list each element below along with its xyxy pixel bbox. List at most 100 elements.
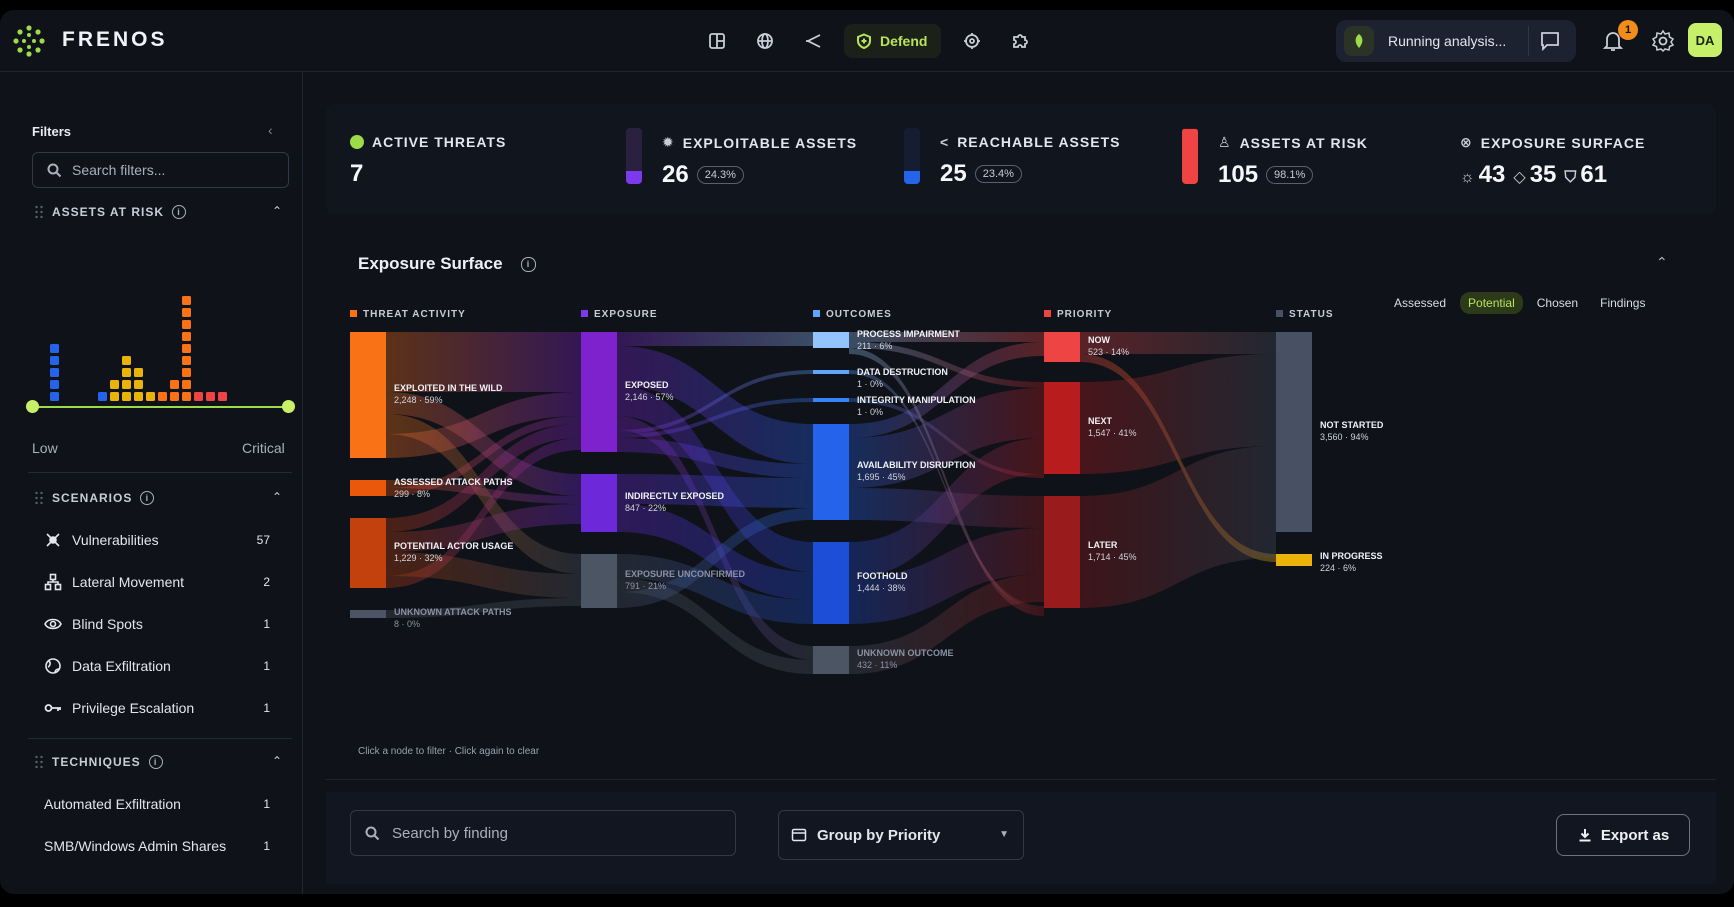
technique-smb-admin-shares[interactable]: SMB/Windows Admin Shares 1 xyxy=(44,834,280,858)
sankey-node[interactable] xyxy=(350,518,386,588)
risk-slider-high-handle[interactable] xyxy=(282,400,295,413)
sankey-node[interactable] xyxy=(350,332,386,458)
info-icon[interactable]: i xyxy=(140,491,155,505)
nav-dashboard-button[interactable] xyxy=(700,24,734,58)
sankey-link[interactable] xyxy=(849,438,1044,578)
sankey-link[interactable] xyxy=(617,332,813,346)
frenos-logo-icon[interactable] xyxy=(12,24,46,58)
sankey-link[interactable] xyxy=(617,578,813,674)
risk-range-slider[interactable] xyxy=(32,406,289,408)
scenario-blind-spots[interactable]: Blind Spots 1 xyxy=(44,612,280,636)
sankey-link[interactable] xyxy=(617,370,813,434)
scenario-lateral-movement[interactable]: Lateral Movement 2 xyxy=(44,570,280,594)
sankey-link[interactable] xyxy=(849,528,1044,624)
sankey-node[interactable] xyxy=(350,480,386,496)
scenarios-header[interactable]: SCENARIOS i xyxy=(34,488,155,508)
group-by-select[interactable]: Group by Priority ▼ xyxy=(778,810,1024,860)
collapse-sidebar-button[interactable]: ‹ xyxy=(268,122,273,138)
sankey-node[interactable] xyxy=(813,646,849,674)
toggle-chosen[interactable]: Chosen xyxy=(1536,296,1579,310)
sankey-link[interactable] xyxy=(849,574,1044,674)
sankey-link[interactable] xyxy=(386,392,581,458)
sankey-node[interactable] xyxy=(1276,332,1312,532)
finding-search-input[interactable]: Search by finding xyxy=(350,810,736,856)
sankey-link[interactable] xyxy=(617,508,813,608)
sankey-node[interactable] xyxy=(1276,554,1312,566)
info-icon[interactable]: i xyxy=(148,755,163,769)
assets-at-risk-header[interactable]: ASSETS AT RISK i xyxy=(34,202,187,222)
sankey-node[interactable] xyxy=(581,474,617,532)
sankey-link[interactable] xyxy=(617,554,813,624)
techniques-header[interactable]: TECHNIQUES i xyxy=(34,752,163,772)
chat-icon[interactable] xyxy=(1538,29,1562,53)
filter-search-input[interactable]: Search filters... xyxy=(32,152,289,188)
risk-histogram[interactable] xyxy=(46,252,256,412)
sankey-node[interactable] xyxy=(813,542,849,624)
sankey-link[interactable] xyxy=(386,598,581,618)
sankey-link[interactable] xyxy=(617,398,813,438)
collapse-assets-button[interactable]: ⌃ xyxy=(272,204,283,218)
sankey-node[interactable] xyxy=(350,610,386,618)
collapse-techniques-button[interactable]: ⌃ xyxy=(272,754,283,768)
user-avatar[interactable]: DA xyxy=(1688,23,1722,57)
info-icon[interactable]: i xyxy=(172,205,187,219)
sankey-link[interactable] xyxy=(849,348,1044,616)
sankey-node[interactable] xyxy=(581,332,617,452)
sankey-link[interactable] xyxy=(386,438,581,588)
risk-slider-low-handle[interactable] xyxy=(26,400,39,413)
drag-handle-icon[interactable] xyxy=(34,491,44,505)
sankey-node[interactable] xyxy=(1044,382,1080,474)
sankey-node[interactable] xyxy=(813,332,849,348)
collapse-scenarios-button[interactable]: ⌃ xyxy=(272,490,283,504)
sankey-node[interactable] xyxy=(1044,496,1080,608)
nav-plugins-button[interactable] xyxy=(1003,24,1037,58)
stat-exposure-surface[interactable]: ⊗ EXPOSURE SURFACE ☼ 43 ◇ 35 ⛉ 61 xyxy=(1460,134,1645,189)
export-button[interactable]: Export as xyxy=(1556,814,1690,856)
sankey-link[interactable] xyxy=(849,332,1044,342)
scenario-vulnerabilities[interactable]: Vulnerabilities 57 xyxy=(44,528,280,552)
sankey-node[interactable] xyxy=(813,424,849,520)
toggle-findings[interactable]: Findings xyxy=(1600,296,1646,310)
gear-icon[interactable] xyxy=(1650,28,1676,54)
scenario-data-exfiltration[interactable]: Data Exfiltration 1 xyxy=(44,654,280,678)
stat-reachable-assets[interactable]: < REACHABLE ASSETS 25 23.4% xyxy=(940,134,1120,188)
nav-defend-button[interactable]: Defend xyxy=(844,24,942,58)
drag-handle-icon[interactable] xyxy=(34,205,44,219)
sankey-link[interactable] xyxy=(1080,446,1276,608)
sankey-link[interactable] xyxy=(386,424,581,532)
toggle-potential[interactable]: Potential xyxy=(1460,292,1523,314)
scenario-privilege-escalation[interactable]: Privilege Escalation 1 xyxy=(44,696,280,720)
sankey-link[interactable] xyxy=(617,438,813,478)
histogram-cell xyxy=(158,392,167,401)
bell-icon[interactable] xyxy=(1600,28,1626,54)
nav-globe-button[interactable] xyxy=(748,24,782,58)
sankey-link[interactable] xyxy=(386,332,581,392)
sankey-node[interactable] xyxy=(581,554,617,608)
collapse-panel-button[interactable]: ⌃ xyxy=(1656,254,1668,270)
sankey-link[interactable] xyxy=(617,474,813,508)
sankey-diagram[interactable]: THREAT ACTIVITY EXPOSURE OUTCOMES PRIORITY S… xyxy=(326,284,1716,744)
stat-exploitable-assets[interactable]: ✹ EXPLOITABLE ASSETS 26 24.3% xyxy=(662,134,857,189)
sankey-link[interactable] xyxy=(1080,354,1276,474)
sankey-node[interactable] xyxy=(813,370,849,374)
technique-automated-exfiltration[interactable]: Automated Exfiltration 1 xyxy=(44,792,280,816)
nav-paths-button[interactable] xyxy=(796,24,830,58)
sankey-link[interactable] xyxy=(386,392,581,496)
stat-active-threats[interactable]: ACTIVE THREATS 7 xyxy=(350,134,506,188)
sankey-node[interactable] xyxy=(1044,332,1080,362)
sankey-link[interactable] xyxy=(849,342,1044,438)
info-icon[interactable]: i xyxy=(520,256,536,272)
stat-assets-at-risk[interactable]: ♙ ASSETS AT RISK 105 98.1% xyxy=(1218,134,1368,189)
sankey-link[interactable] xyxy=(386,504,581,552)
sankey-link[interactable] xyxy=(849,398,1044,478)
sankey-link[interactable] xyxy=(1080,332,1276,354)
toggle-assessed[interactable]: Assessed xyxy=(1394,296,1447,310)
drag-handle-icon[interactable] xyxy=(34,755,44,769)
sankey-link[interactable] xyxy=(386,416,581,496)
sankey-link[interactable] xyxy=(849,370,1044,610)
nav-target-button[interactable] xyxy=(955,24,989,58)
sankey-node[interactable] xyxy=(813,398,849,402)
sankey-link[interactable] xyxy=(617,346,813,464)
sankey-link[interactable] xyxy=(849,342,1044,388)
analysis-status[interactable]: Running analysis... xyxy=(1336,20,1576,62)
